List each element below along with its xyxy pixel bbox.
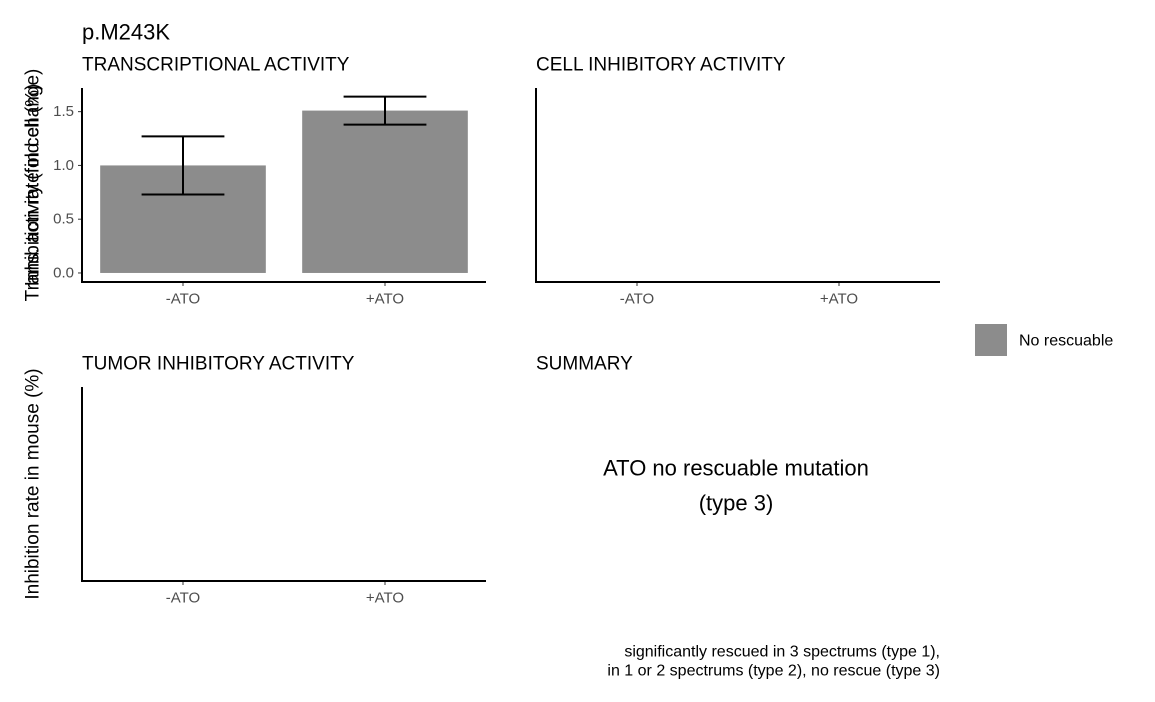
bar <box>302 110 468 273</box>
y-axis-label: Inhibition rate in cell (%) <box>23 84 44 287</box>
summary-text: (type 3) <box>699 491 774 516</box>
axis-line <box>81 387 486 582</box>
y-tick-label: 1.5 <box>53 103 74 120</box>
panel-title: TRANSCRIPTIONAL ACTIVITY <box>82 55 350 76</box>
summary-text: ATO no rescuable mutation <box>603 456 869 481</box>
x-tick-label: -ATO <box>166 590 200 607</box>
y-tick-label: 1.0 <box>53 157 74 174</box>
y-axis-label: Trans. activity (fold change) <box>23 69 44 302</box>
axis-line <box>535 88 940 283</box>
figure-title: p.M243K <box>82 20 170 45</box>
panel-title: TUMOR INHIBITORY ACTIVITY <box>82 354 355 375</box>
caption: significantly rescued in 3 spectrums (ty… <box>624 644 940 661</box>
x-tick-label: +ATO <box>366 291 404 308</box>
y-tick-label: 0.5 <box>53 211 74 228</box>
legend-label: No rescuable <box>1019 333 1113 350</box>
legend-swatch <box>975 324 1007 356</box>
panel-title: CELL INHIBITORY ACTIVITY <box>536 55 786 76</box>
y-tick-label: 0.0 <box>53 264 74 281</box>
x-tick-label: -ATO <box>166 291 200 308</box>
axis-line <box>81 88 486 283</box>
y-axis-label: Inhibition rate in mouse (%) <box>23 368 44 599</box>
x-tick-label: +ATO <box>820 291 858 308</box>
panel-title: SUMMARY <box>536 354 633 375</box>
x-tick-label: -ATO <box>620 291 654 308</box>
caption: in 1 or 2 spectrums (type 2), no rescue … <box>607 663 940 680</box>
x-tick-label: +ATO <box>366 590 404 607</box>
